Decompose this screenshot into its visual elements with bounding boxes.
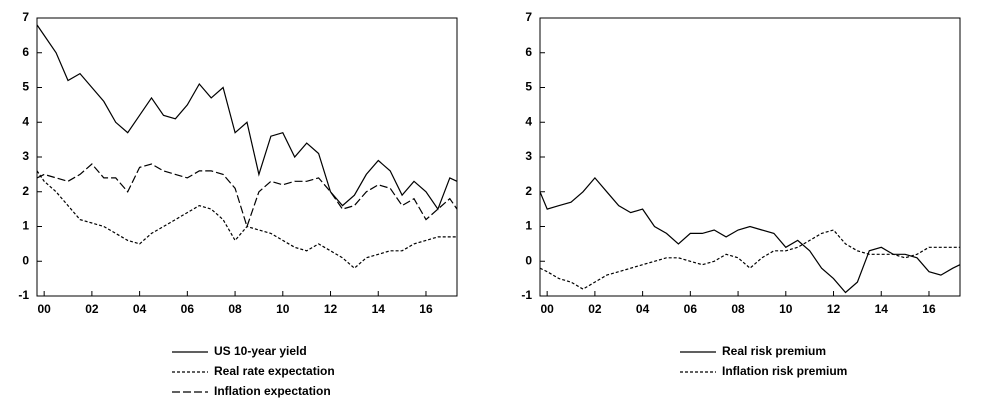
x-tick-label: 00 [37, 302, 51, 316]
plot-frame [539, 17, 961, 297]
x-tick-label: 12 [827, 302, 841, 316]
series-line [36, 24, 458, 211]
y-tick-label: 5 [22, 80, 29, 94]
legend-label: Inflation risk premium [722, 364, 847, 378]
x-tick-label: 14 [372, 302, 386, 316]
y-tick-label: 2 [525, 184, 532, 198]
legend-label: Inflation expectation [214, 384, 331, 398]
y-tick-label: 4 [525, 114, 532, 128]
y-tick-label: -1 [521, 288, 532, 302]
x-tick-label: 04 [636, 302, 650, 316]
series-line [36, 163, 458, 229]
y-tick-label: 1 [22, 219, 29, 233]
y-tick-label: 0 [22, 253, 29, 267]
series-line [539, 229, 960, 290]
x-tick-label: 10 [276, 302, 290, 316]
series-line [36, 170, 457, 269]
y-tick-label: 3 [525, 149, 532, 163]
legend-label: Real rate expectation [214, 364, 335, 378]
y-tick-label: 0 [525, 253, 532, 267]
x-tick-label: 02 [85, 302, 99, 316]
x-tick-label: 16 [419, 302, 433, 316]
x-tick-label: 08 [228, 302, 242, 316]
x-tick-label: 06 [181, 302, 195, 316]
x-tick-label: 12 [324, 302, 338, 316]
y-tick-label: 6 [22, 45, 29, 59]
y-tick-label: 4 [22, 114, 29, 128]
x-tick-label: 16 [922, 302, 936, 316]
plot-frame [36, 17, 458, 297]
x-tick-label: 04 [133, 302, 147, 316]
series-line [539, 176, 961, 294]
y-tick-label: 1 [525, 219, 532, 233]
y-tick-label: -1 [18, 288, 29, 302]
x-tick-label: 14 [875, 302, 889, 316]
y-tick-label: 2 [22, 184, 29, 198]
x-tick-label: 00 [540, 302, 554, 316]
x-tick-label: 02 [588, 302, 602, 316]
y-tick-label: 7 [525, 10, 532, 24]
x-tick-label: 06 [684, 302, 698, 316]
y-tick-label: 5 [525, 80, 532, 94]
y-tick-label: 3 [22, 149, 29, 163]
x-tick-label: 10 [779, 302, 793, 316]
y-tick-label: 7 [22, 10, 29, 24]
legend-label: Real risk premium [722, 344, 826, 358]
legend-label: US 10-year yield [214, 344, 307, 358]
y-tick-label: 6 [525, 45, 532, 59]
x-tick-label: 08 [731, 302, 745, 316]
